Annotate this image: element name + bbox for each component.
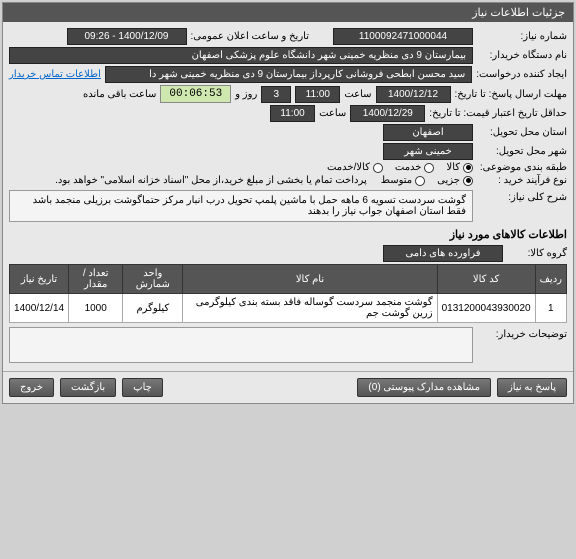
group-value: فراورده های دامی [383, 245, 503, 262]
announce-value: 1400/12/09 - 09:26 [67, 28, 187, 45]
radio-icon [424, 163, 434, 173]
classification-options: کالا خدمت کالا/خدمت [327, 162, 473, 173]
requester-value: سید محسن ابطحی فروشانی کارپرداز بیمارستا… [105, 66, 472, 83]
requester-label: ایجاد کننده درخواست: [476, 69, 567, 80]
group-label: گروه کالا: [507, 248, 567, 259]
items-section-title: اطلاعات کالاهای مورد نیاز [9, 228, 567, 241]
table-header: تعداد / مقدار [69, 265, 123, 294]
purchase-type-label: نوع فرآیند خرید : [477, 175, 567, 186]
radio-label: کالا [446, 162, 460, 173]
deadline-date: 1400/12/12 [376, 86, 451, 103]
radio-label: متوسط [381, 175, 412, 186]
validity-date: 1400/12/29 [350, 105, 425, 122]
panel-body: شماره نیاز: 1100092471000044 تاریخ و ساع… [3, 22, 573, 371]
validity-time: 11:00 [270, 105, 315, 122]
row-purchase-type: نوع فرآیند خرید : جزیی متوسط پرداخت تمام … [9, 175, 567, 186]
buyer-notes-text [9, 327, 473, 363]
attachments-button[interactable]: مشاهده مدارک پیوستی (0) [357, 378, 491, 397]
validity-label: حداقل تاریخ اعتبار قیمت: تا تاریخ: [429, 108, 567, 119]
table-header: کد کالا [437, 265, 535, 294]
row-group: گروه کالا: فراورده های دامی [9, 245, 567, 262]
deadline-time-label: ساعت [344, 89, 371, 100]
city-label: شهر محل تحویل: [477, 146, 567, 157]
row-requester: ایجاد کننده درخواست: سید محسن ابطحی فروش… [9, 66, 567, 83]
radio-label: جزیی [437, 175, 460, 186]
deadline-time: 11:00 [295, 86, 340, 103]
row-buyer-notes: توضیحات خریدار: [9, 325, 567, 365]
description-text: گوشت سردست تسویه 6 ماهه حمل با ماشین پلم… [9, 190, 473, 222]
buyer-value: بیمارستان 9 دی منظریه خمینی شهر دانشگاه … [9, 47, 473, 64]
table-header: واحد شمارش [123, 265, 183, 294]
row-classification: طبقه بندی موضوعی: کالا خدمت کالا/خدمت [9, 162, 567, 173]
classification-option-0[interactable]: کالا [446, 162, 473, 173]
row-description: شرح کلی نیاز: گوشت سردست تسویه 6 ماهه حم… [9, 188, 567, 224]
panel-title: جزئیات اطلاعات نیاز [3, 3, 573, 22]
footer-bar: پاسخ به نیاز مشاهده مدارک پیوستی (0) چاپ… [3, 371, 573, 403]
radio-label: خدمت [395, 162, 422, 173]
deadline-days-label: روز و [235, 89, 257, 100]
row-city: شهر محل تحویل: خمینی شهر [9, 143, 567, 160]
province-value: اصفهان [383, 124, 473, 141]
print-button[interactable]: چاپ [122, 378, 163, 397]
table-header: ردیف [535, 265, 566, 294]
need-number-value: 1100092471000044 [333, 28, 473, 45]
table-cell: 1000 [69, 294, 123, 323]
radio-icon [463, 176, 473, 186]
deadline-days: 3 [261, 86, 291, 103]
table-header: تاریخ نیاز [10, 265, 69, 294]
deadline-label: مهلت ارسال پاسخ: تا تاریخ: [455, 89, 567, 100]
classification-option-1[interactable]: خدمت [395, 162, 435, 173]
table-cell: 0131200043930020 [437, 294, 535, 323]
row-deadline: مهلت ارسال پاسخ: تا تاریخ: 1400/12/12 سا… [9, 85, 567, 103]
radio-icon [373, 163, 383, 173]
need-number-label: شماره نیاز: [477, 31, 567, 42]
radio-label: کالا/خدمت [327, 162, 370, 173]
validity-time-label: ساعت [319, 108, 346, 119]
table-cell: 1 [535, 294, 566, 323]
back-button[interactable]: بازگشت [60, 378, 116, 397]
buyer-label: نام دستگاه خریدار: [477, 50, 567, 61]
description-label: شرح کلی نیاز: [477, 192, 567, 203]
row-buyer: نام دستگاه خریدار: بیمارستان 9 دی منظریه… [9, 47, 567, 64]
radio-icon [415, 176, 425, 186]
reply-button[interactable]: پاسخ به نیاز [497, 378, 567, 397]
purchase-type-option-0[interactable]: جزیی [437, 175, 473, 186]
row-province: استان محل تحویل: اصفهان [9, 124, 567, 141]
deadline-countdown: 00:06:53 [160, 85, 231, 103]
row-validity: حداقل تاریخ اعتبار قیمت: تا تاریخ: 1400/… [9, 105, 567, 122]
city-value: خمینی شهر [383, 143, 473, 160]
buyer-notes-label: توضیحات خریدار: [477, 329, 567, 340]
items-table: ردیفکد کالانام کالاواحد شمارشتعداد / مقد… [9, 264, 567, 323]
table-row: 10131200043930020گوشت منجمد سردست گوساله… [10, 294, 567, 323]
exit-button[interactable]: خروج [9, 378, 54, 397]
need-details-panel: جزئیات اطلاعات نیاز شماره نیاز: 11000924… [2, 2, 574, 404]
purchase-type-note: پرداخت تمام یا بخشی از مبلغ خرید،از محل … [55, 175, 367, 186]
deadline-remain-label: ساعت باقی مانده [83, 89, 156, 100]
purchase-type-options: جزیی متوسط [381, 175, 473, 186]
province-label: استان محل تحویل: [477, 127, 567, 138]
radio-icon [463, 163, 473, 173]
row-need-number: شماره نیاز: 1100092471000044 تاریخ و ساع… [9, 28, 567, 45]
table-cell: کیلوگرم [123, 294, 183, 323]
classification-option-2[interactable]: کالا/خدمت [327, 162, 383, 173]
table-header: نام کالا [183, 265, 437, 294]
announce-label: تاریخ و ساعت اعلان عمومی: [191, 31, 310, 42]
classification-label: طبقه بندی موضوعی: [477, 162, 567, 173]
table-cell: 1400/12/14 [10, 294, 69, 323]
table-cell: گوشت منجمد سردست گوساله فاقد بسته بندی ک… [183, 294, 437, 323]
buyer-contact-link[interactable]: اطلاعات تماس خریدار [9, 69, 101, 80]
purchase-type-option-1[interactable]: متوسط [381, 175, 425, 186]
